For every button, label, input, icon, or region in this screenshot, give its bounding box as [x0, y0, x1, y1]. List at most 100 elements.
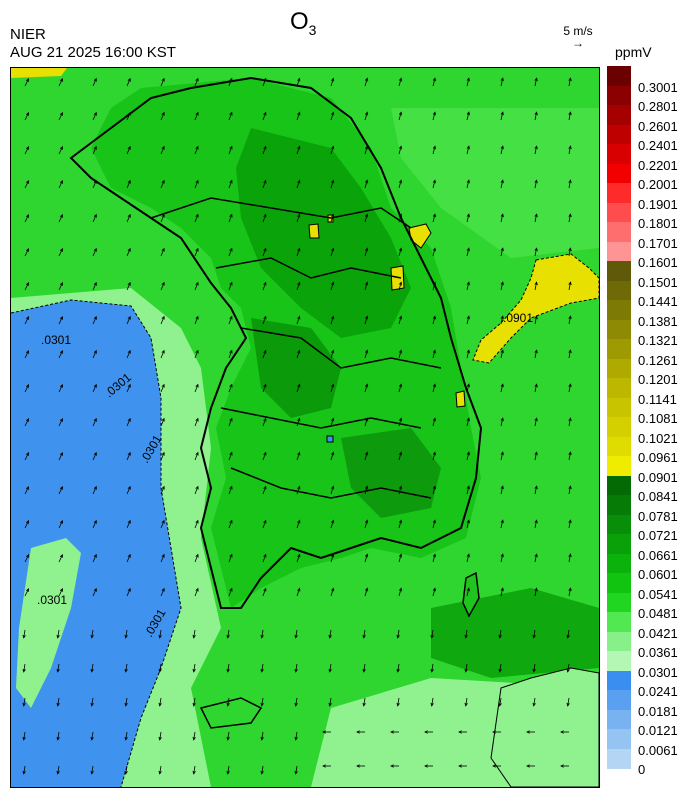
wind-arrowhead-icon — [432, 315, 436, 320]
colorbar-segment — [607, 397, 631, 418]
wind-arrow-icon — [91, 765, 94, 774]
wind-arrowhead-icon — [297, 485, 301, 490]
wind-arrowhead-icon — [195, 281, 199, 286]
wind-arrow-icon — [227, 663, 230, 672]
wind-arrowhead-icon — [566, 634, 570, 639]
wind-arrowhead-icon — [127, 553, 131, 558]
wind-arrow-icon — [534, 554, 537, 563]
wind-arrowhead-icon — [229, 247, 233, 252]
wind-arrowhead-icon — [93, 417, 97, 422]
wind-arrowhead-icon — [297, 179, 301, 184]
wind-arrow-icon — [466, 554, 470, 563]
wind-arrowhead-icon — [532, 702, 536, 707]
colorbar-label: 0.1701 — [638, 235, 678, 251]
wind-arrowhead-icon — [396, 668, 400, 673]
colorbar-segment — [607, 105, 631, 125]
wind-arrow-icon — [261, 697, 264, 706]
map-panel: .0301 .0301 .0301 .0301 .0301 .0901 — [10, 67, 600, 788]
wind-arrowhead-icon — [297, 587, 301, 592]
colorbar-label: 0.0541 — [638, 586, 678, 602]
wind-arrow-icon — [24, 452, 29, 461]
colorbar-segment — [607, 631, 631, 652]
wind-arrow-icon — [330, 282, 334, 291]
wind-arrowhead-icon — [500, 553, 504, 558]
wind-arrow-icon — [500, 180, 504, 189]
wind-arrowhead-icon — [25, 179, 30, 184]
wind-arrowhead-icon — [534, 77, 538, 82]
wind-arrow-icon — [92, 554, 97, 563]
wind-arrow-icon — [92, 316, 97, 325]
wind-arrowhead-icon — [56, 736, 60, 741]
wind-arrowhead-icon — [22, 668, 26, 673]
wind-arrow-icon — [227, 697, 230, 706]
wind-arrow-icon — [24, 180, 29, 189]
wind-arrowhead-icon — [498, 634, 502, 639]
wind-arrow-icon — [534, 520, 537, 529]
wind-arrow-icon — [126, 180, 131, 189]
wind-arrow-icon — [126, 384, 131, 393]
wind-arrow-icon — [262, 588, 267, 597]
wind-arrowhead-icon — [93, 553, 97, 558]
wind-arrowhead-icon — [331, 383, 335, 388]
wind-arrowhead-icon — [263, 485, 267, 490]
wind-arrowhead-icon — [297, 145, 301, 150]
wind-arrowhead-icon — [365, 77, 369, 82]
wind-arrow-icon — [567, 697, 570, 706]
wind-arrow-icon — [261, 731, 264, 740]
wind-arrowhead-icon — [331, 519, 335, 524]
wind-arrow-icon — [296, 486, 300, 495]
wind-arrowhead-icon — [25, 315, 30, 320]
wind-arrow-icon — [193, 765, 196, 774]
wind-arrow-icon — [92, 248, 97, 257]
wind-arrowhead-icon — [195, 179, 199, 184]
wind-arrow-icon — [397, 663, 400, 672]
wind-arrow-icon — [126, 554, 131, 563]
wind-arrowhead-icon — [356, 730, 360, 734]
colorbar-label: 0.0121 — [638, 723, 678, 738]
wind-arrowhead-icon — [500, 213, 504, 218]
wind-arrow-icon — [500, 248, 504, 257]
colorbar-label: 0.1801 — [638, 216, 678, 231]
wind-arrow-icon — [567, 663, 570, 672]
wind-arrow-icon — [57, 663, 60, 672]
wind-arrowhead-icon — [365, 553, 369, 558]
colorbar-label: 0.0481 — [638, 606, 678, 621]
wind-arrowhead-icon — [396, 702, 400, 707]
wind-arrowhead-icon — [534, 247, 538, 252]
wind-arrowhead-icon — [568, 587, 572, 592]
wind-arrow-icon — [126, 248, 131, 257]
wind-arrowhead-icon — [534, 213, 538, 218]
wind-arrow-icon — [194, 316, 199, 325]
wind-arrow-icon — [398, 146, 402, 155]
colorbar-segment — [607, 514, 631, 535]
wind-arrow-icon — [534, 452, 537, 461]
wind-arrowhead-icon — [424, 730, 428, 734]
wind-arrowhead-icon — [161, 417, 165, 422]
wind-arrow-icon — [398, 418, 402, 427]
colorbar-segment — [607, 417, 631, 437]
wind-arrowhead-icon — [466, 179, 470, 184]
wind-arrowhead-icon — [195, 519, 199, 524]
wind-arrowhead-icon — [158, 770, 162, 775]
wind-arrow-icon — [159, 629, 162, 638]
wind-arrowhead-icon — [500, 247, 504, 252]
wind-arrow-icon — [23, 765, 26, 774]
colorbar-label: 0.2401 — [638, 138, 678, 153]
wind-arrow-icon — [262, 214, 267, 223]
wind-arrowhead-icon — [328, 702, 332, 707]
wind-arrow-icon — [58, 282, 63, 291]
wind-arrow-icon — [364, 248, 368, 257]
colorbar-label: 0.0421 — [638, 625, 678, 641]
wind-arrow-icon — [534, 588, 537, 597]
colorbar-segment — [607, 378, 631, 398]
title-main: O — [290, 8, 309, 35]
wind-arrow-icon — [568, 486, 571, 495]
wind-arrowhead-icon — [534, 111, 538, 116]
wind-arrowhead-icon — [432, 417, 436, 422]
wind-arrowhead-icon — [365, 315, 369, 320]
wind-arrowhead-icon — [226, 736, 230, 741]
wind-arrowhead-icon — [93, 519, 97, 524]
wind-arrow-icon — [568, 418, 571, 427]
wind-arrowhead-icon — [93, 587, 97, 592]
wind-arrowhead-icon — [432, 587, 436, 592]
